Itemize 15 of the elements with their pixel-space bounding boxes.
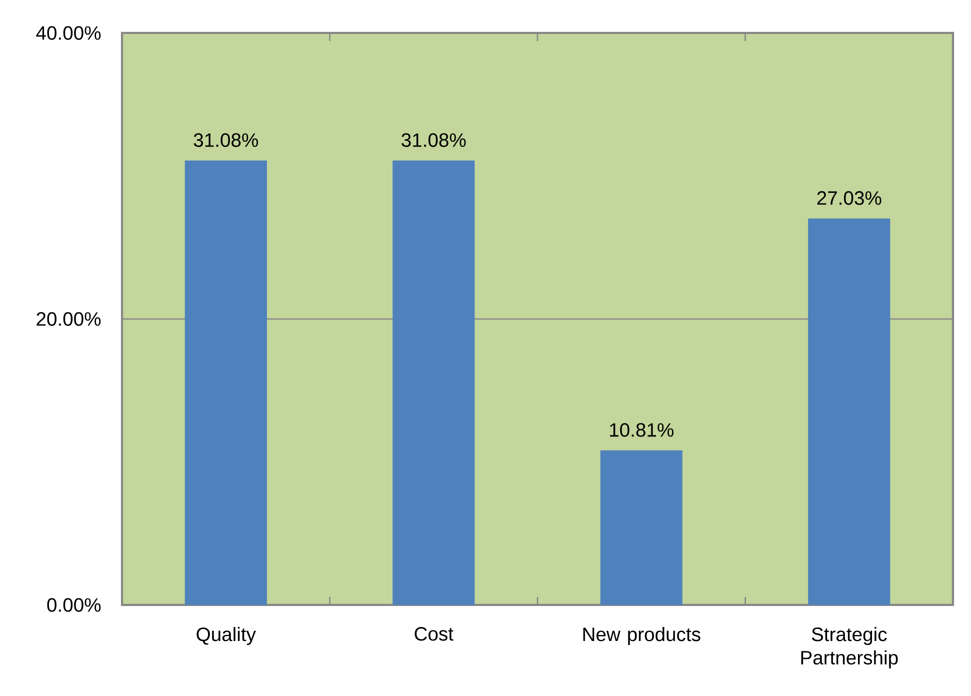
bar [184,160,267,605]
data-label: 27.03% [817,191,882,205]
data-label: 31.08% [402,133,466,147]
data-label: 10.81% [610,423,674,437]
y-tick-label: 20.00% [36,312,101,326]
bar [392,160,475,605]
x-tick-label: Quality [196,627,256,646]
data-label: 31.08% [194,133,258,147]
y-tick-label: 0.00% [47,598,101,612]
x-tick-label: New products [583,627,700,646]
x-tick-label: Strategic Partnership [801,627,898,668]
y-tick-label: 40.00% [36,26,101,40]
bar [808,218,890,605]
x-tick-label: Cost [414,627,454,641]
bar [600,450,682,605]
